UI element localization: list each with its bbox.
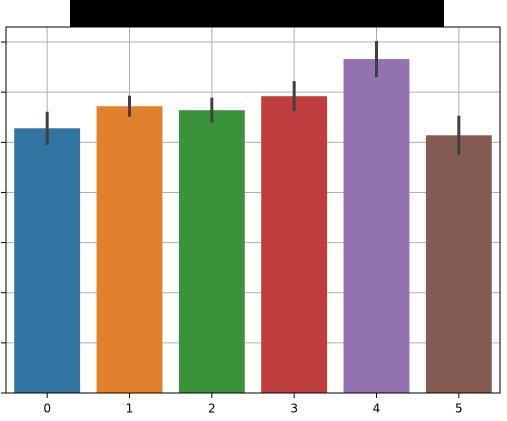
bar — [261, 96, 328, 394]
x-tick-label: 0 — [43, 402, 51, 416]
title-redaction — [70, 0, 444, 27]
x-tick-label: 1 — [126, 402, 134, 416]
x-tick-label: 2 — [208, 402, 216, 416]
bar — [425, 135, 492, 393]
plot-frame — [5, 26, 501, 394]
bar — [14, 128, 81, 393]
bar — [96, 106, 163, 394]
x-tick-label: 4 — [373, 402, 381, 416]
x-tick-label: 3 — [290, 402, 298, 416]
x-tick-label: 5 — [455, 402, 463, 416]
bar — [178, 110, 245, 394]
bar — [343, 59, 410, 393]
